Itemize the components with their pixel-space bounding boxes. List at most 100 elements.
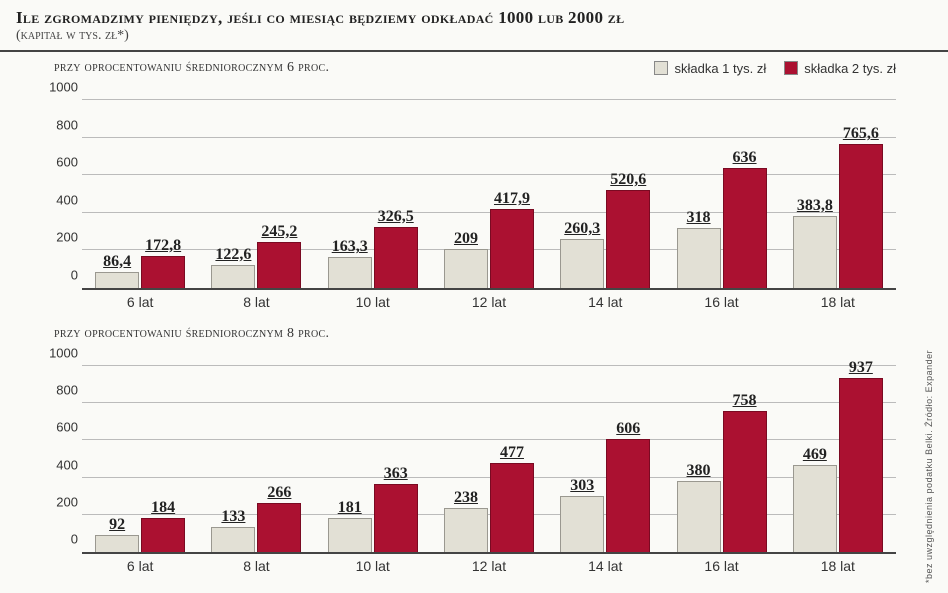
bar-series2: 245,2 bbox=[257, 242, 301, 288]
legend-label: składka 2 tys. zł bbox=[804, 61, 896, 76]
bar-group: 238477 bbox=[444, 463, 534, 552]
bar-value-label: 181 bbox=[338, 499, 362, 517]
bar-value-label: 477 bbox=[500, 444, 524, 462]
chart-area: przy oprocentowaniu średniorocznym 6 pro… bbox=[0, 52, 948, 574]
bar-value-label: 469 bbox=[803, 446, 827, 464]
x-tick-label: 10 lat bbox=[323, 294, 423, 310]
bar-series1: 303 bbox=[560, 496, 604, 552]
bar-value-label: 238 bbox=[454, 489, 478, 507]
bar-series1: 133 bbox=[211, 527, 255, 552]
bar-value-label: 383,8 bbox=[797, 197, 833, 215]
legend-label: składka 1 tys. zł bbox=[674, 61, 766, 76]
bar-value-label: 318 bbox=[687, 209, 711, 227]
source-note: *bez uwzględnienia podatku Belki. Źródło… bbox=[924, 120, 942, 583]
header: Ile zgromadzimy pieniędzy, jeśli co mies… bbox=[0, 0, 948, 52]
x-tick-label: 6 lat bbox=[90, 294, 190, 310]
y-tick-label: 600 bbox=[56, 420, 78, 435]
bar-series2: 520,6 bbox=[606, 190, 650, 288]
gridline bbox=[82, 99, 896, 100]
bar-groups: 86,4172,8122,6245,2163,3326,5209417,9260… bbox=[82, 102, 896, 288]
x-tick-label: 14 lat bbox=[555, 558, 655, 574]
bar-value-label: 636 bbox=[733, 149, 757, 167]
bar-group: 383,8765,6 bbox=[793, 144, 883, 288]
bar-groups: 9218413326618136323847730360638075846993… bbox=[82, 368, 896, 552]
bar-series1: 380 bbox=[677, 481, 721, 552]
bar-value-label: 758 bbox=[733, 392, 757, 410]
bar-group: 209417,9 bbox=[444, 209, 534, 288]
bar-series2: 363 bbox=[374, 484, 418, 552]
bar-value-label: 133 bbox=[221, 508, 245, 526]
x-tick-label: 16 lat bbox=[672, 294, 772, 310]
bar-value-label: 363 bbox=[384, 465, 408, 483]
chart-header: przy oprocentowaniu średniorocznym 6 pro… bbox=[44, 58, 896, 78]
bar-series2: 765,6 bbox=[839, 144, 883, 288]
bar-value-label: 209 bbox=[454, 230, 478, 248]
legend: składka 1 tys. zł składka 2 tys. zł bbox=[654, 61, 896, 76]
bar-series1: 122,6 bbox=[211, 265, 255, 288]
y-axis: 02004006008001000 bbox=[44, 346, 82, 554]
y-tick-label: 0 bbox=[71, 268, 78, 283]
y-tick-label: 400 bbox=[56, 457, 78, 472]
x-tick-label: 12 lat bbox=[439, 558, 539, 574]
legend-swatch-icon bbox=[784, 61, 798, 75]
bar-value-label: 260,3 bbox=[564, 220, 600, 238]
y-tick-label: 600 bbox=[56, 155, 78, 170]
bar-series1: 318 bbox=[677, 228, 721, 288]
bar-group: 469937 bbox=[793, 378, 883, 552]
x-axis: 6 lat 8 lat 10 lat 12 lat 14 lat 16 lat 18 lat bbox=[44, 558, 896, 574]
x-tick-label: 18 lat bbox=[788, 558, 888, 574]
bar-value-label: 245,2 bbox=[261, 223, 297, 241]
y-tick-label: 1000 bbox=[49, 346, 78, 361]
bar-series2: 758 bbox=[723, 411, 767, 552]
x-tick-label: 18 lat bbox=[788, 294, 888, 310]
x-tick-label: 6 lat bbox=[90, 558, 190, 574]
bar-group: 380758 bbox=[677, 411, 767, 552]
chart-subtitle: przy oprocentowaniu średniorocznym 6 pro… bbox=[54, 60, 329, 76]
bar-series2: 636 bbox=[723, 168, 767, 288]
bar-value-label: 122,6 bbox=[215, 246, 251, 264]
bar-group: 92184 bbox=[95, 518, 185, 552]
bar-series1: 383,8 bbox=[793, 216, 837, 288]
y-tick-label: 800 bbox=[56, 117, 78, 132]
y-tick-label: 0 bbox=[71, 532, 78, 547]
bar-value-label: 163,3 bbox=[332, 238, 368, 256]
x-tick-label: 16 lat bbox=[672, 558, 772, 574]
bar-series2: 937 bbox=[839, 378, 883, 552]
x-tick-label: 8 lat bbox=[206, 294, 306, 310]
gridline bbox=[82, 365, 896, 366]
bar-group: 318636 bbox=[677, 168, 767, 288]
bar-value-label: 172,8 bbox=[145, 237, 181, 255]
bar-value-label: 520,6 bbox=[610, 171, 646, 189]
x-tick-label: 8 lat bbox=[206, 558, 306, 574]
bar-series1: 92 bbox=[95, 535, 139, 552]
y-tick-label: 200 bbox=[56, 230, 78, 245]
bar-series2: 606 bbox=[606, 439, 650, 552]
bar-value-label: 380 bbox=[687, 462, 711, 480]
page-subtitle: (kapitał w tys. zł*) bbox=[16, 28, 932, 44]
bar-series1: 260,3 bbox=[560, 239, 604, 288]
x-tick-label: 10 lat bbox=[323, 558, 423, 574]
bar-value-label: 606 bbox=[616, 420, 640, 438]
bar-series1: 469 bbox=[793, 465, 837, 552]
bar-value-label: 765,6 bbox=[843, 125, 879, 143]
bar-value-label: 937 bbox=[849, 359, 873, 377]
legend-item: składka 1 tys. zł bbox=[654, 61, 766, 76]
page-title: Ile zgromadzimy pieniędzy, jeśli co mies… bbox=[16, 8, 932, 28]
bar-value-label: 92 bbox=[109, 516, 125, 534]
bar-series1: 209 bbox=[444, 249, 488, 288]
legend-item: składka 2 tys. zł bbox=[784, 61, 896, 76]
chart-header: przy oprocentowaniu średniorocznym 8 pro… bbox=[44, 324, 896, 344]
bar-series2: 326,5 bbox=[374, 227, 418, 288]
plot: 86,4172,8122,6245,2163,3326,5209417,9260… bbox=[82, 102, 896, 290]
bar-group: 86,4172,8 bbox=[95, 256, 185, 288]
bar-series1: 238 bbox=[444, 508, 488, 552]
y-tick-label: 1000 bbox=[49, 80, 78, 95]
bar-group: 163,3 326,5 bbox=[328, 227, 418, 288]
bar-value-label: 417,9 bbox=[494, 190, 530, 208]
x-tick-label: 14 lat bbox=[555, 294, 655, 310]
bar-group: 122,6245,2 bbox=[211, 242, 301, 288]
bar-series2: 172,8 bbox=[141, 256, 185, 288]
bar-series2: 184 bbox=[141, 518, 185, 552]
y-tick-label: 200 bbox=[56, 494, 78, 509]
x-tick-label: 12 lat bbox=[439, 294, 539, 310]
